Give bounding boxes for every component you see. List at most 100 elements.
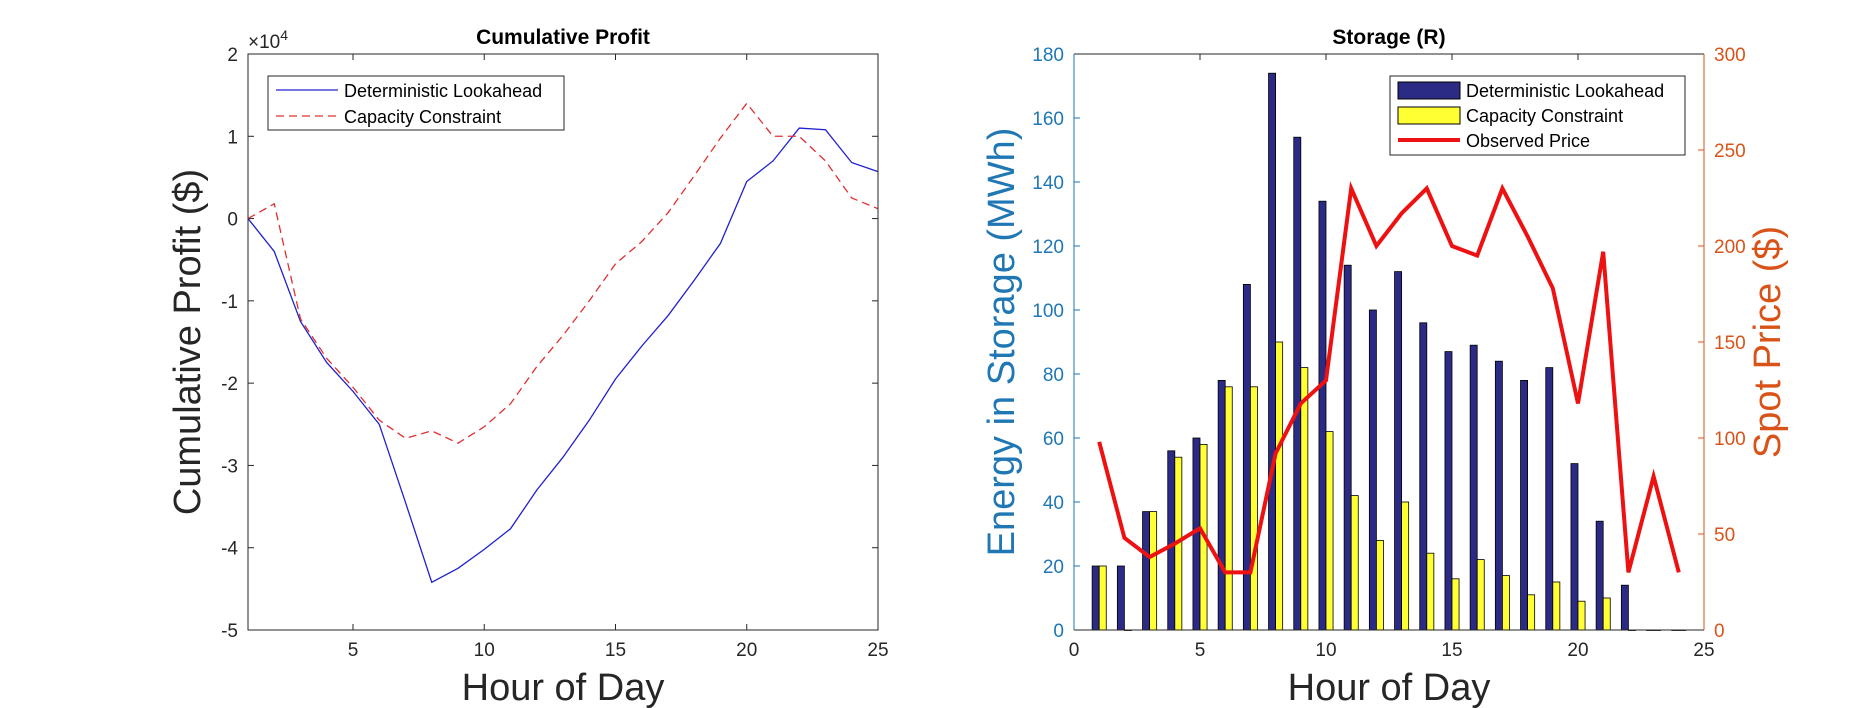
- bar-capacity-constraint: [1275, 341, 1284, 631]
- left-y-tick-label: 0: [227, 210, 238, 231]
- bar-capacity-constraint: [1502, 575, 1510, 631]
- bar-deterministic-lookahead: [1570, 463, 1579, 631]
- bar-deterministic-lookahead: [1318, 200, 1327, 631]
- cumulative-profit-chart: Cumulative Profit ×104 5 10 15 20 25-5-4-3-2…: [167, 26, 889, 708]
- right-x-tick-label: 0: [1069, 640, 1080, 661]
- left-ylabel-main: Cumulative Profit: [167, 215, 209, 515]
- left-line-deterministic-lookahead: [247, 127, 879, 584]
- bar-deterministic-lookahead: [1394, 271, 1402, 631]
- bar-deterministic-lookahead: [1091, 565, 1100, 631]
- left-legend-box: [267, 75, 565, 131]
- right-legend-label-capacity: Capacity Constraint: [1466, 106, 1623, 126]
- left-legend: Deterministic Lookahead Capacity Constra…: [267, 75, 565, 131]
- bar-capacity-constraint: [1250, 386, 1258, 631]
- bar-capacity-constraint: [1602, 597, 1611, 631]
- bar-deterministic-lookahead: [1217, 379, 1226, 631]
- left-plot-frame: [247, 53, 879, 631]
- bar-deterministic-lookahead: [1620, 584, 1629, 631]
- bar-deterministic-lookahead: [1343, 264, 1352, 631]
- bar-capacity-constraint: [1350, 495, 1359, 631]
- right-legend-label-price: Observed Price: [1466, 131, 1590, 151]
- left-y-tick-label: -2: [221, 374, 238, 395]
- right-chart-title: Storage (R): [1332, 26, 1445, 49]
- right-right-y-tick-label: 300: [1714, 45, 1746, 66]
- right-bars: [1091, 72, 1687, 631]
- left-series-lines: [247, 102, 879, 584]
- bar-capacity-constraint: [1527, 594, 1536, 631]
- left-ylabel-unit: $: [167, 181, 209, 202]
- left-ticks: 5 10 15 20 25 -5 -4 -3 -2 -1 0 1 2: [221, 45, 888, 661]
- right-legend-label-deterministic: Deterministic Lookahead: [1466, 81, 1664, 101]
- right-left-y-tick-label: 180: [1032, 45, 1064, 66]
- left-y-tick-label: 1: [227, 127, 238, 148]
- bar-deterministic-lookahead: [1268, 72, 1276, 631]
- left-x-tick-label: 20: [736, 640, 757, 661]
- right-x-tick-label: 5: [1195, 640, 1206, 661]
- right-left-y-tick-label: 40: [1043, 493, 1064, 514]
- left-y-tick-label: -5: [221, 621, 238, 642]
- left-exponent-power: 4: [280, 27, 288, 43]
- right-right-y-tick-label: 250: [1714, 141, 1746, 162]
- right-right-y-tick-label: 150: [1714, 333, 1746, 354]
- left-exponent-label: ×104: [248, 27, 288, 53]
- bar-deterministic-lookahead: [1142, 511, 1150, 631]
- right-left-y-tick-label: 100: [1032, 301, 1064, 322]
- left-line-capacity-constraint: [247, 102, 879, 444]
- bar-capacity-constraint: [1577, 600, 1586, 631]
- right-x-tick-label: 15: [1441, 640, 1462, 661]
- left-y-tick-label: 2: [227, 45, 238, 66]
- left-x-tick-label: 5: [348, 640, 359, 661]
- storage-chart: Storage (R) 0 5 10 15 20 25020406080100120140…: [981, 26, 1789, 708]
- bar-deterministic-lookahead: [1469, 344, 1478, 631]
- right-ylabel-right: Spot Price ($): [1747, 226, 1789, 458]
- right-price-line: [1097, 181, 1681, 575]
- left-x-tick-label: 10: [474, 640, 495, 661]
- bar-deterministic-lookahead: [1595, 520, 1604, 631]
- bar-capacity-constraint: [1300, 367, 1309, 631]
- right-left-y-tick-label: 0: [1053, 621, 1064, 642]
- bar-capacity-constraint: [1376, 540, 1384, 631]
- bar-capacity-constraint: [1451, 578, 1460, 631]
- left-ylabel: Cumulative Profit ($): [167, 169, 209, 515]
- right-left-y-tick-label: 60: [1043, 429, 1064, 450]
- right-right-y-tick-label: 100: [1714, 429, 1746, 450]
- bar-deterministic-lookahead: [1419, 322, 1428, 631]
- left-exponent-base: ×10: [248, 32, 280, 53]
- left-plot-area: [248, 54, 878, 630]
- right-ylabel-left: Energy in Storage (MWh): [981, 128, 1023, 557]
- right-right-y-tick-label: 200: [1714, 237, 1746, 258]
- bar-deterministic-lookahead: [1167, 450, 1176, 631]
- bar-capacity-constraint: [1552, 581, 1561, 631]
- bar-deterministic-lookahead: [1545, 367, 1554, 631]
- bar-capacity-constraint: [1476, 559, 1485, 631]
- observed-price-line: [1097, 181, 1681, 575]
- bar-deterministic-lookahead: [1368, 309, 1377, 631]
- bar-deterministic-lookahead: [1494, 360, 1503, 631]
- right-left-y-tick-label: 160: [1032, 109, 1064, 130]
- left-x-tick-label: 15: [605, 640, 626, 661]
- left-y-tick-label: -3: [221, 456, 238, 477]
- bar-capacity-constraint: [1098, 565, 1107, 631]
- bar-deterministic-lookahead: [1242, 283, 1251, 631]
- left-legend-label-capacity: Capacity Constraint: [344, 107, 501, 127]
- right-ticks: 0 5 10 15 20 25020406080100120140160180050100…: [1032, 45, 1745, 661]
- left-y-tick-label: -4: [221, 539, 238, 560]
- bar-deterministic-lookahead: [1116, 565, 1125, 631]
- bar-capacity-constraint: [1149, 511, 1158, 631]
- left-chart-title: Cumulative Profit: [476, 26, 650, 49]
- right-legend: Deterministic Lookahead Capacity Constra…: [1389, 75, 1686, 156]
- left-ylabel-open: (: [167, 202, 209, 215]
- right-left-y-tick-label: 20: [1043, 557, 1064, 578]
- bar-deterministic-lookahead: [1520, 379, 1528, 631]
- right-xlabel: Hour of Day: [1288, 667, 1491, 708]
- left-legend-label-deterministic: Deterministic Lookahead: [344, 81, 542, 101]
- bar-deterministic-lookahead: [1293, 136, 1302, 631]
- right-x-tick-label: 10: [1315, 640, 1336, 661]
- bar-capacity-constraint: [1401, 501, 1410, 631]
- left-xlabel: Hour of Day: [462, 667, 665, 708]
- right-left-y-tick-label: 140: [1032, 173, 1064, 194]
- right-left-y-tick-label: 80: [1043, 365, 1064, 386]
- right-x-tick-label: 20: [1567, 640, 1588, 661]
- right-right-y-tick-label: 50: [1714, 525, 1735, 546]
